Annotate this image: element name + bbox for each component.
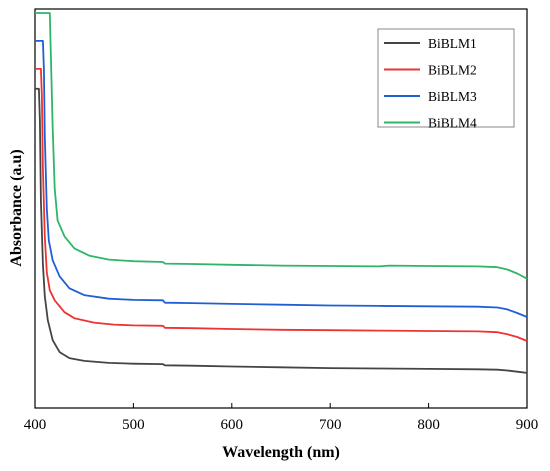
series-line-biblm1	[35, 87, 528, 374]
x-axis-title: Wavelength (nm)	[222, 444, 340, 461]
legend: BiBLM1 BiBLM2 BiBLM3 BiBLM4	[377, 28, 515, 131]
x-tick-label: 400	[24, 417, 47, 433]
legend-label-biblm1: BiBLM1	[428, 36, 477, 51]
x-tick-label: 900	[516, 417, 539, 433]
x-tick-label: 700	[319, 417, 342, 433]
series-line-biblm3	[35, 40, 528, 318]
series-line-biblm2	[35, 68, 528, 342]
x-tick-label: 600	[221, 417, 244, 433]
x-tick-label: 500	[122, 417, 145, 433]
legend-label-biblm2: BiBLM2	[428, 63, 477, 78]
legend-box	[377, 28, 515, 128]
x-tick-label: 800	[417, 417, 440, 433]
plot-area-frame	[34, 8, 528, 409]
series-line-biblm4	[35, 12, 528, 280]
x-axis-ticks: 400 500 600 700 800 900	[24, 403, 539, 433]
legend-label-biblm4: BiBLM4	[428, 116, 477, 131]
legend-label-biblm3: BiBLM3	[428, 89, 477, 104]
y-axis-title: Absorbance (a.u)	[8, 149, 25, 266]
series-lines	[35, 12, 528, 374]
